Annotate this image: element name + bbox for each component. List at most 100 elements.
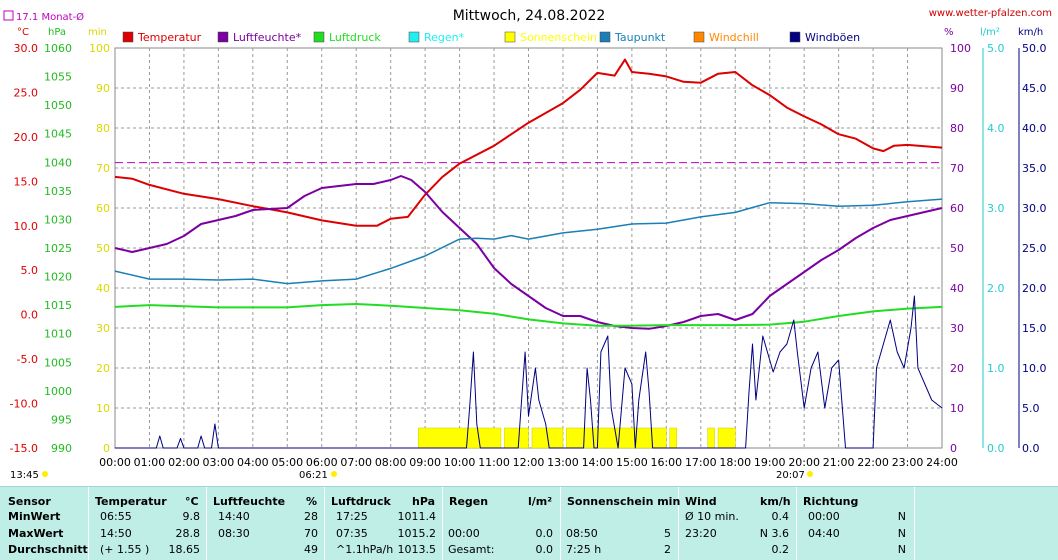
temp-tick-label: -10.0 [10, 398, 38, 411]
legend-label: Regen* [424, 31, 465, 44]
stat-sun-time: 7:25 h [566, 543, 602, 556]
hpa-tick-label: 990 [51, 442, 72, 455]
humidity-tick-label: 0 [950, 442, 957, 455]
stat-wind-label: Ø 10 min. [685, 510, 739, 523]
x-tick-label: 04:00 [237, 456, 269, 469]
minutes-tick-label: 0 [103, 442, 110, 455]
stat-dir-val: N [897, 510, 906, 523]
stat-wind-val: 0.4 [771, 510, 790, 523]
unit-min: min [88, 27, 107, 38]
rain-tick-label: 5.0 [987, 42, 1005, 55]
header-regen: Regen [449, 495, 489, 508]
legend-swatch [217, 31, 229, 43]
site-link[interactable]: www.wetter-pfalzen.com [929, 8, 1052, 19]
legend-label: Taupunkt [614, 31, 666, 44]
x-tick-label: 15:00 [616, 456, 648, 469]
temp-tick-label: 30.0 [14, 42, 39, 55]
stat-hum-val: 28 [304, 510, 318, 523]
stat-temp-time: 06:55 [100, 510, 132, 523]
stat-wind-val: 0.2 [771, 543, 790, 556]
stat-press-time: 17:25 [336, 510, 368, 523]
stat-temp-time: (+ 1.55 ) [100, 543, 150, 556]
humidity-tick-label: 10 [950, 402, 964, 415]
minutes-tick-label: 80 [96, 122, 110, 135]
x-tick-label: 08:00 [375, 456, 407, 469]
stat-label: Durchschnitt [8, 543, 88, 556]
minutes-tick-label: 60 [96, 202, 110, 215]
month-average-label: 17.1 Monat-Ø [16, 11, 84, 23]
month-average-marker-icon [3, 10, 14, 21]
hpa-tick-label: 1045 [44, 128, 72, 141]
x-tick-label: 22:00 [857, 456, 889, 469]
chart-title: Mittwoch, 24.08.2022 [453, 8, 606, 24]
temp-tick-label: 25.0 [14, 86, 39, 99]
stat-press-val: 1011.4 [397, 510, 437, 523]
stat-hum-time: 14:40 [218, 510, 250, 523]
wind-tick-label: 25.0 [1022, 242, 1047, 255]
temp-tick-label: 5.0 [21, 264, 39, 277]
x-tick-label: 01:00 [134, 456, 166, 469]
sunshine-bar [504, 427, 529, 449]
stat-label: MaxWert [8, 527, 64, 540]
minutes-tick-label: 20 [96, 362, 110, 375]
header-luftfeuchte-unit: % [306, 495, 318, 508]
sunset-icon [807, 471, 813, 477]
humidity-tick-label: 70 [950, 162, 964, 175]
temp-tick-label: 15.0 [14, 175, 39, 188]
stat-press-time: 07:35 [336, 527, 368, 540]
sunshine-bar [717, 427, 736, 449]
x-tick-label: 24:00 [926, 456, 958, 469]
rain-tick-label: 1.0 [987, 362, 1005, 375]
unit-kmh: km/h [1018, 27, 1043, 38]
x-tick-label: 11:00 [478, 456, 510, 469]
legend: Temperatur Luftfeuchte* Luftdruck Regen* Son… [122, 31, 860, 44]
humidity-tick-label: 50 [950, 242, 964, 255]
legend-label: Sonnenschein [520, 31, 597, 44]
series-temperatur-line [114, 58, 943, 227]
temp-tick-label: 0.0 [21, 309, 39, 322]
hpa-tick-label: 1040 [44, 156, 72, 169]
humidity-tick-label: 30 [950, 322, 964, 335]
x-tick-label: 12:00 [513, 456, 545, 469]
header-wind: Wind [685, 495, 717, 508]
header-sonnenschein: Sonnenschein min [567, 495, 681, 508]
series-windböen-line [115, 295, 943, 449]
stat-dir-val: N [897, 543, 906, 556]
hpa-tick-label: 1000 [44, 385, 72, 398]
sunshine-bar [417, 427, 502, 449]
stat-sun-val: 5 [664, 527, 671, 540]
stat-label: MinWert [8, 510, 61, 523]
rain-tick-label: 3.0 [987, 202, 1005, 215]
stat-sun-val: 2 [664, 543, 671, 556]
header-luftfeuchte: Luftfeuchte [213, 495, 286, 508]
rain-tick-label: 4.0 [987, 122, 1005, 135]
header-luftdruck-unit: hPa [412, 495, 436, 508]
x-tick-label: 14:00 [582, 456, 614, 469]
humidity-tick-label: 20 [950, 362, 964, 375]
legend-label: Luftfeuchte* [233, 31, 302, 44]
wind-tick-label: 45.0 [1022, 82, 1047, 95]
x-tick-label: 18:00 [719, 456, 751, 469]
header-regen-unit: l/m² [528, 495, 553, 508]
humidity-tick-label: 80 [950, 122, 964, 135]
hpa-tick-label: 1020 [44, 271, 72, 284]
sunset-time: 20:07 [776, 470, 805, 481]
unit-hpa: hPa [48, 27, 66, 38]
x-tick-label: 13:00 [547, 456, 579, 469]
hpa-tick-label: 995 [51, 413, 72, 426]
wind-tick-label: 10.0 [1022, 362, 1047, 375]
hpa-tick-label: 1050 [44, 99, 72, 112]
humidity-tick-label: 40 [950, 282, 964, 295]
humidity-tick-label: 100 [950, 42, 971, 55]
legend-label: Windböen [805, 31, 860, 44]
header-sensor: Sensor [8, 495, 51, 508]
hpa-tick-label: 1030 [44, 213, 72, 226]
series-luftfeuchte-line [114, 175, 943, 330]
temp-tick-label: -5.0 [17, 353, 38, 366]
x-tick-label: 05:00 [271, 456, 303, 469]
legend-swatch [504, 31, 516, 43]
stat-rain-val: 0.0 [535, 543, 554, 556]
unit-temp: °C [17, 27, 29, 38]
legend-swatch [599, 31, 611, 43]
rain-tick-label: 0.0 [987, 442, 1005, 455]
